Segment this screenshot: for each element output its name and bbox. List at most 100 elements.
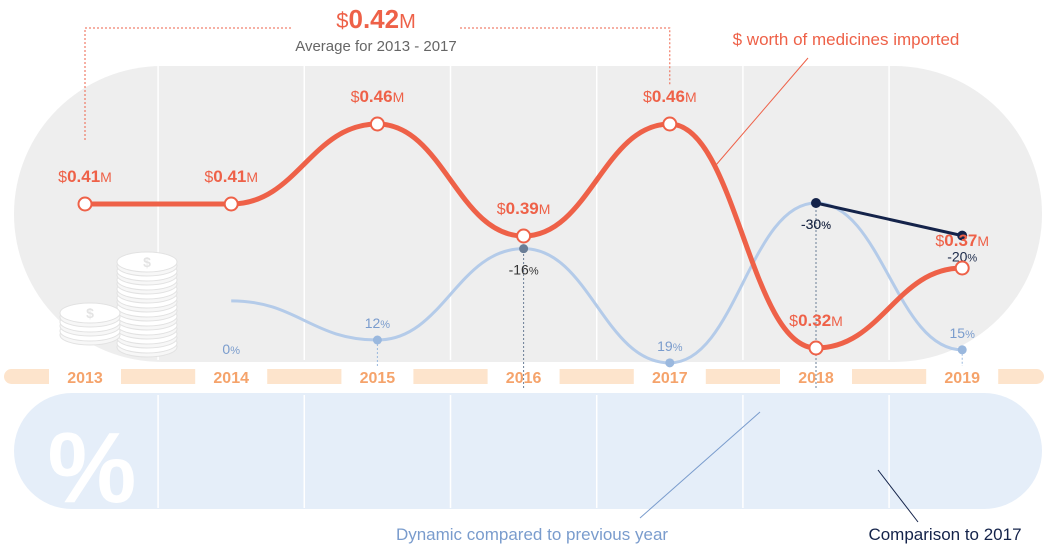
dynamic-data-label-value: 15 (950, 325, 966, 341)
dynamic-point (519, 244, 529, 254)
worth-data-label-suffix: M (393, 89, 405, 105)
dynamic-data-label: -30% (801, 216, 831, 232)
legend-worth-label: $ worth of medicines imported (733, 30, 960, 49)
dynamic-data-label-unit: % (965, 329, 975, 341)
coin-stack-icon: $$ (59, 251, 178, 358)
worth-data-label-prefix: $ (204, 169, 213, 186)
dynamic-data-label-unit: % (380, 319, 390, 331)
worth-point (662, 116, 678, 132)
year-axis-band: 2013 2014 2015 2016 2017 2018 2019 (4, 366, 1044, 387)
dynamic-data-label-value: 0 (222, 341, 230, 357)
worth-point (954, 260, 970, 276)
dynamic-point (372, 335, 382, 345)
worth-data-label-value: 0.46 (359, 87, 392, 106)
comparison-point (811, 198, 821, 208)
coin-stack-left-coin (59, 302, 121, 324)
comparison-legend-leader (877, 469, 919, 523)
coin-stack-left-dollar-mark: $ (86, 305, 94, 321)
dynamic-data-label: -16% (509, 262, 539, 278)
dynamic-point (957, 345, 967, 355)
worth-point (77, 196, 93, 212)
worth-data-label-prefix: $ (643, 89, 652, 106)
year-tick-background (487, 366, 560, 387)
average-value-suffix: M (399, 11, 416, 33)
average-value: $0.42M (336, 4, 416, 34)
worth-point (223, 196, 239, 212)
comparison-data-label: -30% (801, 216, 831, 232)
worth-data-label-prefix: $ (58, 169, 67, 186)
dynamic-data-label-value: -30 (801, 216, 821, 232)
worth-data-label-value: 0.39 (506, 199, 539, 218)
worth-data-label-suffix: M (977, 233, 989, 249)
worth-data-label-value: 0.41 (213, 167, 246, 186)
legend-leader-lines (639, 57, 919, 523)
x-tick-label: 2013 (67, 370, 103, 387)
worth-data-label: $0.32M (789, 311, 843, 330)
dynamic-data-label: 0% (222, 341, 240, 357)
percent-symbol-decoration: % (48, 412, 137, 524)
dynamic-series: 0%12%-16%19%-30%15% (222, 198, 976, 388)
dynamic-data-label-value: -16 (509, 262, 529, 278)
worth-data-label-value: 0.32 (798, 311, 831, 330)
worth-data-label: $0.46M (643, 87, 697, 106)
worth-data-label-suffix: M (831, 313, 843, 329)
average-bracket-left (84, 27, 292, 140)
worth-data-label-suffix: M (685, 89, 697, 105)
x-tick-label: 2017 (652, 370, 688, 387)
worth-data-label-value: 0.46 (652, 87, 685, 106)
average-value-prefix: $ (336, 8, 348, 33)
legend-comparison-label: Comparison to 2017 (868, 525, 1021, 544)
average-bracket-right (460, 27, 671, 86)
comparison-data-label-unit: % (967, 253, 977, 265)
worth-data-label-value: 0.37 (944, 231, 977, 250)
coin-stack-right-dollar-mark: $ (143, 254, 151, 270)
worth-data-label-prefix: $ (789, 313, 798, 330)
year-tick-background (926, 366, 999, 387)
year-tick-background (780, 366, 852, 387)
dynamic-data-label-unit: % (230, 345, 240, 357)
worth-data-label: $0.46M (351, 87, 405, 106)
dynamic-point (665, 358, 675, 368)
worth-data-label: $0.37M (935, 231, 989, 250)
dynamic-data-label: 19% (657, 338, 683, 354)
legend-dynamic-label: Dynamic compared to previous year (396, 525, 668, 544)
worth-data-label-suffix: M (100, 169, 112, 185)
dynamic-legend-leader (639, 411, 761, 519)
x-tick-label: 2015 (360, 370, 396, 387)
worth-data-label-value: 0.41 (67, 167, 100, 186)
comparison-point (957, 230, 968, 241)
worth-data-label-suffix: M (246, 169, 258, 185)
dynamic-data-label: 15% (950, 325, 976, 341)
top-panel-background (14, 66, 1042, 362)
worth-point (516, 228, 532, 244)
year-tick-background (49, 366, 121, 387)
x-tick-label: 2019 (944, 370, 980, 387)
worth-data-label: $0.39M (497, 199, 551, 218)
coin-stack-right-coin (116, 251, 178, 273)
year-tick-background (195, 366, 268, 387)
dynamic-data-label-unit: % (673, 342, 683, 354)
worth-data-label: $0.41M (204, 167, 258, 186)
worth-data-label: $0.41M (58, 167, 112, 186)
average-value-number: 0.42 (348, 4, 399, 34)
bottom-panel-background (14, 393, 1042, 509)
worth-data-label-prefix: $ (935, 233, 944, 250)
worth-legend-leader (715, 57, 809, 166)
dynamic-data-label-value: 19 (657, 338, 673, 354)
dynamic-data-label: 12% (365, 315, 391, 331)
dynamic-data-label-unit: % (529, 266, 539, 278)
worth-series: $0.41M $0.41M$0.46M$0.39M$0.46M$0.32M$0.3… (58, 87, 989, 356)
year-tick-background (633, 366, 706, 387)
comparison-series-line (815, 201, 963, 238)
worth-point (808, 340, 824, 356)
worth-data-label-prefix: $ (497, 201, 506, 218)
average-label: Average for 2013 - 2017 (295, 38, 457, 55)
dynamic-data-label-value: 12 (365, 315, 381, 331)
worth-point (369, 116, 385, 132)
year-tick-background (341, 366, 414, 387)
comparison-data-label-value: -30 (801, 216, 821, 232)
dynamic-data-label-unit: % (821, 220, 831, 232)
x-tick-label: 2014 (213, 370, 249, 387)
